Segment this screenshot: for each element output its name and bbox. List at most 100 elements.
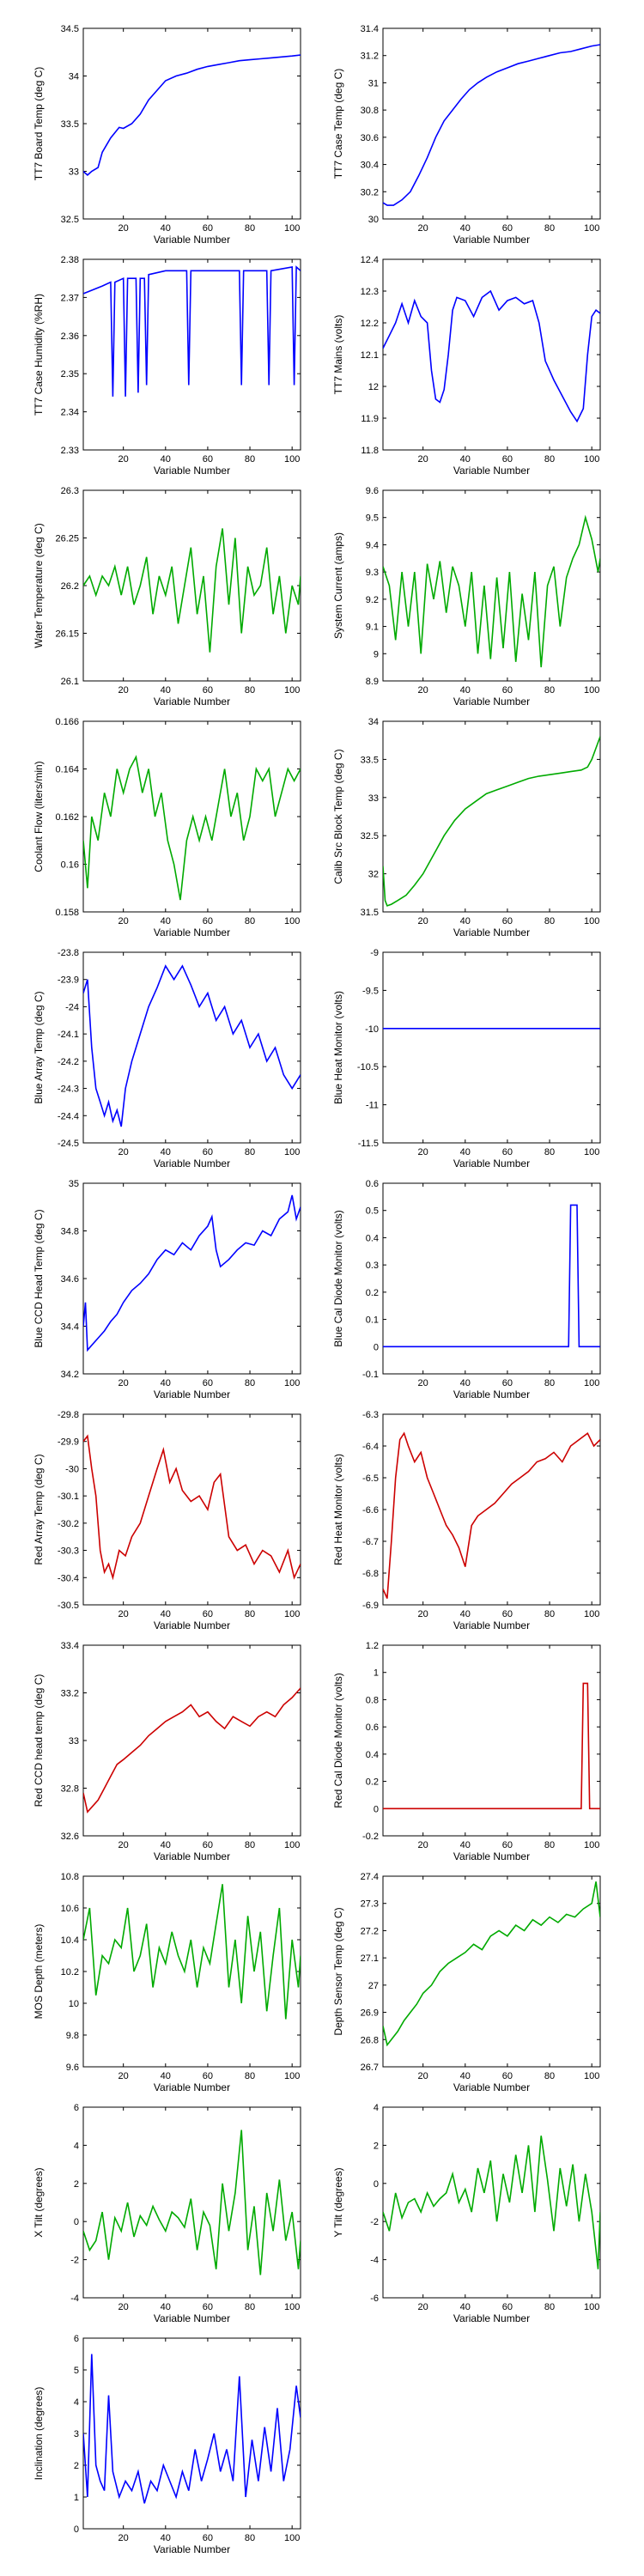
y-tick-label: -30.1 [58,1492,79,1502]
series-line [383,44,600,206]
x-tick-label: 100 [284,223,300,234]
x-axis-label: Variable Number [154,2081,230,2093]
x-tick-label: 40 [161,1840,171,1850]
x-tick-label: 20 [118,454,129,465]
y-tick-label: 10.6 [61,1904,79,1914]
plot-frame [82,489,301,682]
y-tick-label: 0.3 [366,1261,379,1271]
y-tick-label: 31.5 [361,908,379,918]
y-tick-label: -30.3 [58,1546,79,1557]
x-tick-label: 20 [418,1378,428,1388]
y-tick-label: 26.1 [61,677,79,687]
subplot: 20 40 60 80 100 0 1 2 3 4 5 6 Variable Number Inclina… [33,2334,301,2555]
y-tick-label: 8.9 [366,677,379,687]
x-axis-label: Variable Number [453,2312,530,2324]
y-tick-label: 2.34 [61,408,79,418]
y-tick-label: -4 [370,2256,379,2266]
series-line [83,964,301,1127]
y-tick-label: 0.164 [55,765,79,775]
x-tick-label: 60 [203,2302,213,2312]
y-tick-label: -11.5 [358,1139,379,1149]
y-tick-label: 1 [374,1668,379,1679]
y-axis-label: MOS Depth (meters) [33,1924,45,2020]
y-tick-label: 9.6 [66,2063,79,2073]
plot-frame [82,27,301,220]
y-tick-label: 31.2 [361,52,379,62]
x-tick-label: 20 [418,1147,428,1157]
x-axis-label: Variable Number [453,696,530,708]
x-axis-label: Variable Number [154,465,230,477]
y-tick-label: 32.8 [61,1784,79,1795]
x-tick-label: 100 [284,2302,300,2312]
y-axis-label: Depth Sensor Temp (deg C) [332,1907,344,2035]
y-tick-label: 26.25 [55,534,79,544]
y-tick-label: 33.5 [61,119,79,130]
x-tick-label: 60 [203,1609,213,1619]
x-tick-label: 40 [161,916,171,927]
x-tick-label: 60 [502,2071,513,2081]
x-axis-label: Variable Number [453,465,530,477]
y-tick-label: 2 [374,2141,379,2151]
y-tick-label: -23.9 [58,975,79,986]
y-tick-label: 12.3 [361,287,379,297]
subplot: 20 40 60 80 100 32.6 32.8 33 33.2 33.4 Variable Nu… [33,1641,301,1862]
series-line [83,1687,301,1814]
y-axis-label: System Current (amps) [332,532,344,639]
y-tick-label: -2 [70,2256,79,2266]
x-tick-label: 60 [502,1147,513,1157]
subplot: 20 40 60 80 100 -0.1 0 0.1 0.2 0.3 0.4 0.5 0.6 Variab… [332,1179,601,1400]
subplot: 20 40 60 80 100 -4 -2 0 2 4 6 Variable Number X Tilt… [33,2103,301,2324]
y-tick-label: 9.4 [366,540,379,550]
x-axis-label: Variable Number [154,234,230,246]
y-tick-label: 0.6 [366,1722,379,1733]
series-line [383,1682,600,1810]
y-tick-label: 2 [74,2461,79,2471]
x-tick-label: 100 [584,685,599,696]
x-tick-label: 100 [284,1609,300,1619]
subplot: 20 40 60 80 100 -30.5 -30.4 -30.3 -30.2 -30.1 -30 -… [33,1410,301,1631]
x-tick-label: 80 [245,223,255,234]
x-tick-label: 60 [203,454,213,465]
subplot: 20 40 60 80 100 30 30.2 30.4 30.6 30.8 31 31.2 31.4 V… [332,24,601,246]
series-line [83,2354,301,2504]
y-tick-label: -9.5 [362,986,379,996]
x-tick-label: 80 [544,223,555,234]
y-tick-label: 0 [374,2179,379,2190]
y-tick-label: 0.2 [366,1777,379,1788]
y-tick-label: 0.4 [366,1750,379,1760]
subplot: 20 40 60 80 100 9.6 9.8 10 10.2 10.4 10.6 10.8 Varia… [33,1872,301,2093]
x-tick-label: 100 [584,454,599,465]
x-axis-label: Variable Number [453,234,530,246]
y-tick-label: -24.3 [58,1084,79,1095]
x-tick-label: 20 [118,2071,129,2081]
x-tick-label: 80 [544,1147,555,1157]
y-axis-label: Red Cal Diode Monitor (volts) [332,1673,344,1807]
y-tick-label: 33 [69,1736,79,1747]
y-tick-label: 33.2 [61,1689,79,1699]
x-tick-label: 100 [284,2533,300,2543]
y-tick-label: 6 [74,2334,79,2344]
y-tick-label: 34.5 [61,24,79,34]
y-tick-label: 30.8 [361,106,379,116]
x-tick-label: 80 [544,2302,555,2312]
x-tick-label: 20 [118,2302,129,2312]
y-tick-label: -24.4 [58,1111,79,1121]
y-tick-label: 4 [374,2103,379,2113]
y-axis-label: Red CCD head temp (deg C) [33,1674,45,1807]
y-tick-label: -6 [370,2293,379,2304]
x-tick-label: 20 [118,2533,129,2543]
x-tick-label: 20 [418,916,428,927]
y-tick-label: 26.8 [361,2035,379,2045]
x-tick-label: 40 [460,1609,471,1619]
y-tick-label: -6.8 [362,1569,379,1579]
y-tick-label: 1.2 [366,1641,379,1651]
y-tick-label: 30.4 [361,161,379,171]
x-axis-label: Variable Number [453,2081,530,2093]
x-axis-label: Variable Number [154,1157,230,1170]
x-tick-label: 20 [418,454,428,465]
y-tick-label: 26.2 [61,581,79,592]
series-line [83,54,301,176]
y-tick-label: 27.2 [361,1926,379,1936]
x-tick-label: 80 [544,1378,555,1388]
x-tick-label: 60 [502,1840,513,1850]
